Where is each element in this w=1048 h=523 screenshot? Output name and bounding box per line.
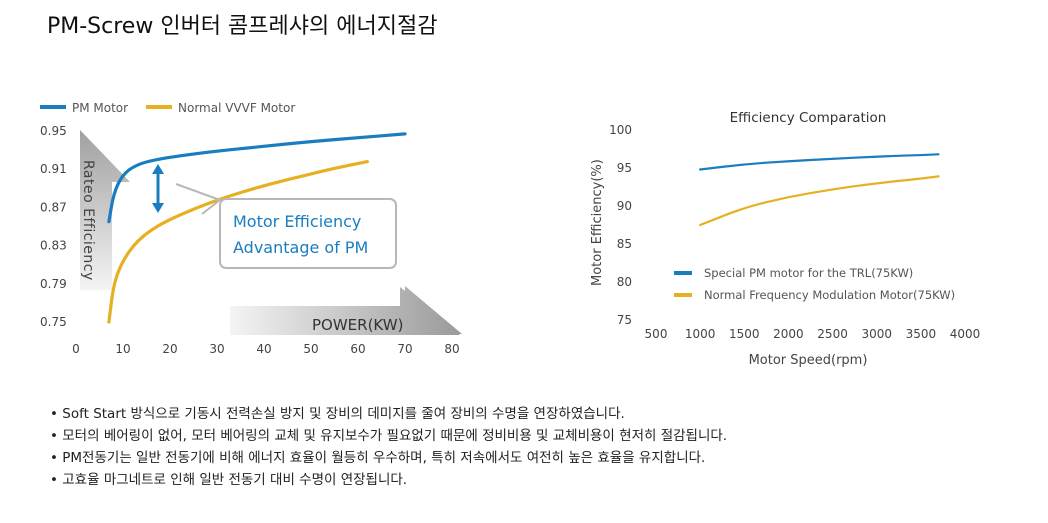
x-tick-label: 3500	[906, 327, 937, 341]
x-tick-label: 40	[256, 342, 271, 356]
annotation-box	[219, 198, 397, 269]
speed-efficiency-chart: Efficiency Comparation Motor Efficiency(…	[590, 110, 981, 368]
legend-swatch-normal	[146, 105, 172, 109]
advantage-arrow-head-top	[152, 164, 164, 174]
x-tick-label: 2500	[817, 327, 848, 341]
y-tick-label: 0.79	[40, 277, 67, 291]
x-tick-label: 10	[115, 342, 130, 356]
x-tick-label: 60	[350, 342, 365, 356]
feature-item: Soft Start 방식으로 기동시 전력손실 방지 및 장비의 데미지를 줄…	[50, 403, 727, 425]
chart2-legend-swatch-normal	[674, 293, 692, 297]
chart2-title: Efficiency Comparation	[730, 110, 887, 126]
y-tick-label: 95	[617, 161, 632, 175]
y-tick-label: 0.83	[40, 239, 67, 253]
y-tick-label: 0.87	[40, 200, 67, 214]
page-title: PM-Screw 인버터 콤프레샤의 에너지절감	[47, 14, 438, 39]
series-line-0	[107, 132, 407, 224]
annotation-pointer	[175, 183, 223, 215]
chart2-legend-label-normal: Normal Frequency Modulation Motor(75KW)	[704, 288, 955, 302]
legend-swatch-pm	[40, 105, 66, 109]
y-tick-label: 100	[609, 123, 632, 137]
series-line-1	[107, 160, 369, 324]
annotation-line-1: Motor Efficiency	[233, 212, 361, 231]
series-line-1	[699, 175, 940, 227]
x-tick-label: 4000	[950, 327, 981, 341]
advantage-arrow-head-bottom	[152, 203, 164, 213]
x-tick-label: 1000	[685, 327, 716, 341]
y-axis-title: Rateo Efficiency	[80, 160, 96, 281]
x-tick-label: 1500	[729, 327, 760, 341]
chart2-legend-label-pm: Special PM motor for the TRL(75KW)	[704, 266, 913, 280]
x-tick-label: 70	[397, 342, 412, 356]
y-tick-label: 0.91	[40, 162, 67, 176]
power-efficiency-chart: PM Motor Normal VVVF Motor Rateo Efficie…	[40, 101, 462, 356]
series-line-0	[699, 153, 940, 171]
power-axis-arrow-shape	[230, 287, 460, 335]
feature-item: 고효율 마그네트로 인해 일반 전동기 대비 수명이 연장됩니다.	[50, 469, 727, 491]
legend-label-normal: Normal VVVF Motor	[178, 101, 295, 115]
y-tick-label: 75	[617, 313, 632, 327]
legend-label-pm: PM Motor	[72, 101, 128, 115]
y-tick-label: 85	[617, 237, 632, 251]
y-tick-label: 0.95	[40, 124, 67, 138]
annotation-line-2: Advantage of PM	[233, 238, 368, 257]
chart2-legend-swatch-pm	[674, 271, 692, 275]
x-tick-label: 50	[303, 342, 318, 356]
y-tick-label: 80	[617, 275, 632, 289]
x-tick-label: 30	[209, 342, 224, 356]
feature-list: Soft Start 방식으로 기동시 전력손실 방지 및 장비의 데미지를 줄…	[50, 403, 727, 491]
x-axis-title: POWER(KW)	[312, 316, 403, 334]
x-tick-label: 0	[72, 342, 80, 356]
chart2-x-axis-title: Motor Speed(rpm)	[749, 353, 868, 368]
feature-item: 모터의 베어링이 없어, 모터 베어링의 교체 및 유지보수가 필요없기 때문에…	[50, 425, 727, 447]
x-tick-label: 80	[444, 342, 459, 356]
x-tick-label: 500	[645, 327, 668, 341]
y-tick-label: 90	[617, 199, 632, 213]
chart2-y-axis-title: Motor Efficiency(%)	[590, 159, 605, 286]
efficiency-axis-arrow	[80, 130, 130, 290]
y-tick-label: 0.75	[40, 315, 67, 329]
x-tick-label: 20	[162, 342, 177, 356]
feature-item: PM전동기는 일반 전동기에 비해 에너지 효율이 월등히 우수하며, 특히 저…	[50, 447, 727, 469]
x-tick-label: 3000	[861, 327, 892, 341]
x-tick-label: 2000	[773, 327, 804, 341]
